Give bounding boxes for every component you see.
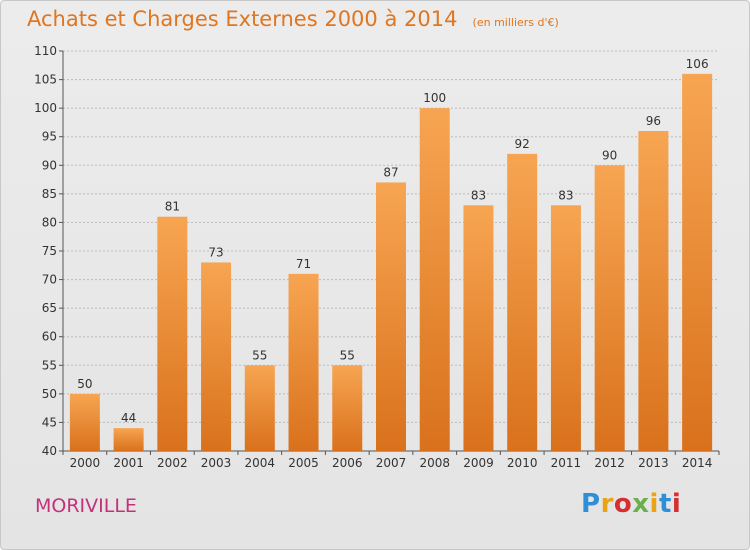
logo-letter: o (613, 489, 633, 519)
x-tick-label: 2005 (288, 456, 319, 470)
labels: 40 45 50 55 60 65 70 75 80 85 90 95 100 105 110 50 2000 4… (34, 44, 712, 470)
x-tick-label: 2000 (70, 456, 101, 470)
logo-letter: i (649, 489, 659, 519)
bar-value-label: 96 (646, 114, 661, 128)
x-tick-label: 2007 (376, 456, 407, 470)
bar-value-label: 87 (383, 165, 398, 179)
x-tick-label: 2006 (332, 456, 363, 470)
x-tick-label: 2011 (551, 456, 582, 470)
logo-letter: r (600, 489, 614, 519)
bar-2013 (638, 131, 669, 451)
y-tick-label: 100 (34, 101, 57, 115)
chart-subtitle: (en milliers d'€) (472, 16, 559, 29)
bar-2011 (550, 205, 581, 451)
x-tick-label: 2014 (682, 456, 713, 470)
y-tick-label: 90 (42, 158, 57, 172)
x-tick-label: 2008 (419, 456, 450, 470)
x-tick-label: 2004 (245, 456, 276, 470)
bar-value-label: 92 (515, 137, 530, 151)
commune-name: MORIVILLE (35, 495, 137, 517)
y-tick-label: 70 (42, 273, 57, 287)
chart-header: Achats et Charges Externes 2000 à 2014 (… (27, 7, 559, 31)
bar-2009 (463, 205, 494, 451)
bar-value-label: 106 (686, 57, 709, 71)
x-tick-label: 2013 (638, 456, 669, 470)
bar-value-label: 55 (340, 348, 355, 362)
bar-2007 (376, 182, 406, 451)
bar-2001 (113, 428, 144, 451)
bar-value-label: 83 (471, 188, 486, 202)
bar-2014 (682, 73, 713, 451)
y-tick-label: 65 (42, 301, 57, 315)
y-tick-label: 75 (42, 244, 57, 258)
proxiti-logo[interactable]: Proxiti (581, 489, 681, 519)
logo-letter: i (671, 489, 682, 519)
bar-2003 (201, 262, 232, 451)
bar-value-label: 83 (558, 188, 573, 202)
logo-letter: x (632, 489, 650, 519)
y-tick-label: 105 (34, 73, 57, 87)
bar-2006 (332, 365, 363, 451)
y-tick-label: 60 (42, 330, 57, 344)
bar-value-label: 100 (423, 91, 446, 105)
y-tick-label: 55 (42, 358, 57, 372)
bar-2004 (244, 365, 275, 451)
bar-2008 (419, 108, 450, 452)
bar-value-label: 90 (602, 148, 617, 162)
bar-value-label: 71 (296, 257, 311, 271)
x-tick-label: 2001 (113, 456, 144, 470)
x-tick-label: 2009 (463, 456, 494, 470)
x-tick-label: 2002 (157, 456, 188, 470)
bar-value-label: 55 (252, 348, 267, 362)
y-tick-label: 110 (34, 44, 57, 58)
chart-title: Achats et Charges Externes 2000 à 2014 (27, 7, 458, 31)
bar-value-label: 81 (165, 200, 180, 214)
y-tick-label: 80 (42, 215, 57, 229)
bar-2012 (594, 165, 625, 452)
bar-value-label: 73 (208, 245, 223, 259)
bar-2005 (288, 273, 319, 451)
bar-2010 (507, 153, 538, 451)
y-tick-label: 40 (42, 444, 57, 458)
bar-value-label: 50 (77, 377, 92, 391)
y-tick-label: 45 (42, 415, 57, 429)
y-tick-label: 50 (42, 387, 57, 401)
y-tick-label: 85 (42, 187, 57, 201)
logo-letter: t (658, 489, 672, 519)
x-tick-label: 2012 (594, 456, 625, 470)
logo-letter: P (581, 489, 601, 519)
bar-value-label: 44 (121, 411, 136, 425)
x-tick-label: 2003 (201, 456, 232, 470)
y-tick-label: 95 (42, 130, 57, 144)
x-tick-label: 2010 (507, 456, 538, 470)
bar-2002 (157, 216, 188, 451)
bars (69, 73, 713, 452)
bar-2000 (69, 393, 100, 451)
